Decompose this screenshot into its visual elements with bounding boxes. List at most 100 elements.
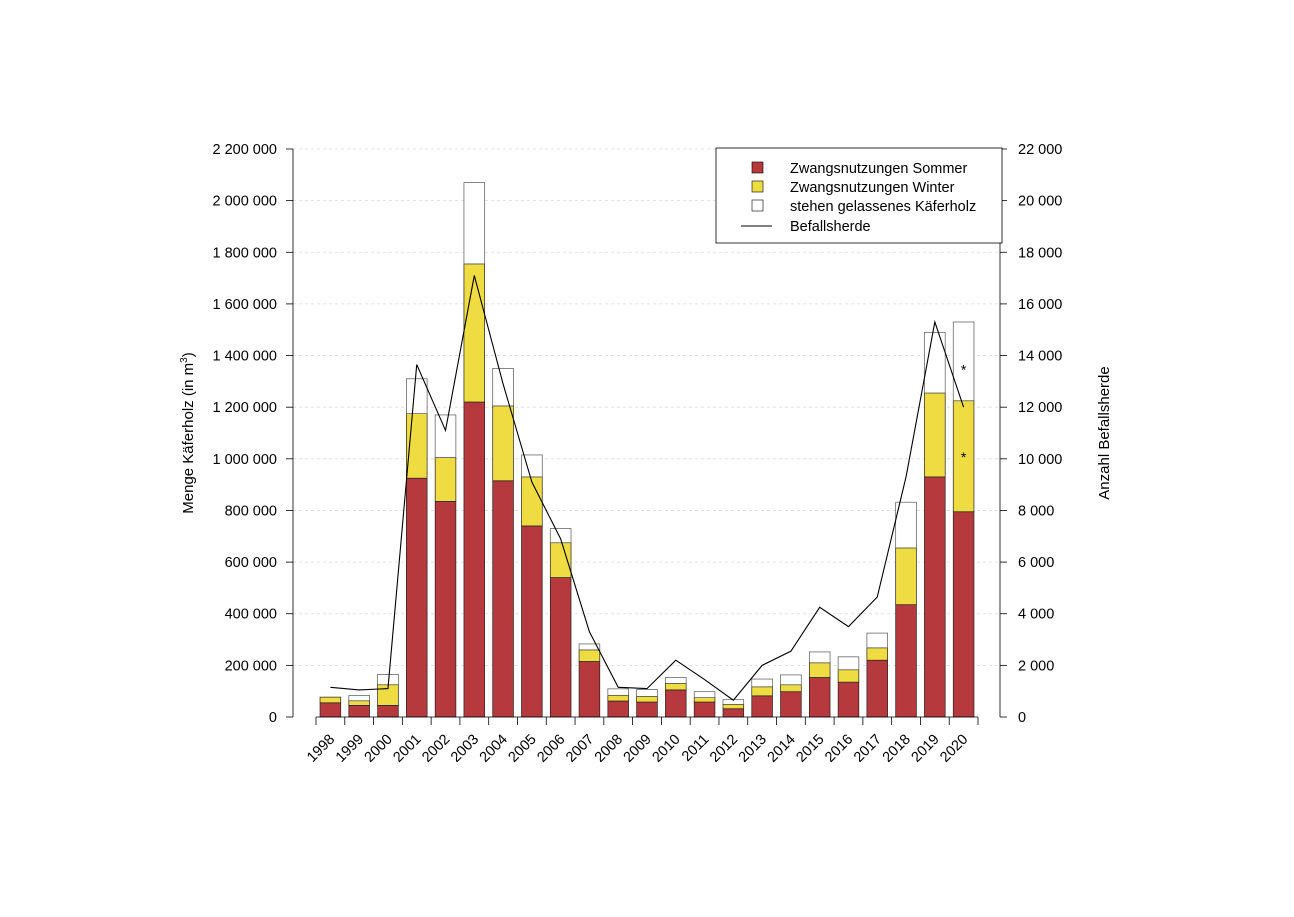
- bar-segment-sommer: [406, 477, 428, 718]
- bar-segment-stehen: [895, 501, 917, 549]
- y-tick-label: 2 000 000: [212, 194, 277, 210]
- y-tick-label: 0: [269, 710, 277, 726]
- y2-tick-label: 8 000: [1018, 503, 1054, 519]
- bar-segment-sommer: [722, 708, 745, 718]
- x-tick-label: 2016: [822, 732, 856, 766]
- x-tick-label: 2015: [793, 732, 827, 766]
- befallsherde-line-layer: [330, 275, 965, 701]
- x-tick-label: 2013: [736, 732, 770, 766]
- bar-segment-sommer: [693, 701, 716, 718]
- y2-tick-label: 0: [1018, 710, 1026, 726]
- y2-tick-label: 22 000: [1018, 142, 1062, 158]
- y-axis-title-main: Menge Käferholz (in m: [180, 363, 197, 514]
- bar-segment-sommer: [578, 661, 601, 718]
- bar-segment-sommer: [463, 401, 486, 718]
- x-tick-label: 2006: [534, 732, 568, 766]
- legend-label-winter: Zwangsnutzungen Winter: [790, 180, 955, 196]
- bar-segment-stehen: [492, 368, 514, 407]
- bar-segment-stehen: [348, 695, 370, 702]
- bar-segment-sommer: [665, 689, 687, 718]
- bar-segment-sommer: [636, 701, 658, 718]
- x-tick-label: 2001: [390, 732, 424, 766]
- legend: Zwangsnutzungen Sommer Zwangsnutzungen W…: [715, 147, 1003, 244]
- x-tick-label: 2005: [506, 732, 540, 766]
- y2-tick-label: 20 000: [1018, 194, 1062, 210]
- y2-tick-label: 16 000: [1018, 297, 1062, 313]
- y2-tick-label: 18 000: [1018, 245, 1062, 261]
- y-tick-label: 1 400 000: [212, 349, 277, 365]
- bar-segment-winter: [693, 697, 716, 703]
- bar-segment-stehen: [952, 321, 975, 402]
- annotation-asterisk: *: [961, 449, 967, 465]
- legend-label-sommer: Zwangsnutzungen Sommer: [790, 161, 967, 177]
- bar-segment-sommer: [549, 577, 572, 718]
- x-tick-label: 2010: [649, 732, 683, 766]
- y-tick-label: 1 800 000: [212, 245, 277, 261]
- bar-segment-winter: [578, 649, 601, 662]
- bar-segment-winter: [492, 405, 514, 482]
- bar-segment-stehen: [665, 677, 687, 684]
- bar-segment-sommer: [924, 476, 946, 718]
- legend-swatch-stehen: [751, 199, 764, 212]
- bar-segment-winter: [722, 703, 745, 710]
- x-tick-label: 2007: [563, 732, 597, 766]
- bar-segment-sommer: [377, 705, 399, 718]
- y2-tick-label: 10 000: [1018, 452, 1062, 468]
- bar-segment-stehen: [549, 528, 572, 544]
- y-tick-label: 1 000 000: [212, 452, 277, 468]
- bar-segment-stehen: [406, 378, 428, 414]
- x-tick-label: 2019: [909, 732, 943, 766]
- bar-segment-winter: [348, 700, 370, 706]
- x-tick-label: 1998: [304, 732, 338, 766]
- bar-segment-stehen: [780, 674, 802, 686]
- bar-segment-winter: [636, 695, 658, 703]
- y-tick-label: 1 200 000: [212, 400, 277, 416]
- x-tick-label: 2017: [851, 732, 885, 766]
- bar-segment-sommer: [952, 511, 975, 718]
- bar-segment-winter: [780, 684, 802, 693]
- legend-swatch-winter: [751, 180, 764, 193]
- bar-segment-winter: [521, 476, 543, 527]
- y-tick-label: 2 200 000: [212, 142, 277, 158]
- y-tick-label: 1 600 000: [212, 297, 277, 313]
- bar-segment-sommer: [607, 700, 629, 718]
- befallsherde-line: [330, 275, 965, 701]
- x-tick-label: 2009: [621, 732, 655, 766]
- y-tick-label: 200 000: [225, 658, 277, 674]
- bar-segment-sommer: [808, 677, 831, 718]
- bar-stacks: [319, 182, 975, 718]
- x-tick-label: 2004: [477, 732, 511, 766]
- y-axis-title-close: ): [180, 352, 197, 357]
- x-tick-label: 2020: [937, 732, 971, 766]
- annotation-asterisk: *: [961, 361, 967, 377]
- bar-segment-winter: [549, 542, 572, 578]
- y2-tick-label: 4 000: [1018, 607, 1054, 623]
- bar-segment-winter: [837, 669, 860, 683]
- legend-label-stehen: stehen gelassenes Käferholz: [790, 199, 976, 215]
- y-axis-title-sup: 3: [179, 357, 190, 363]
- bar-segment-winter: [808, 662, 831, 678]
- x-tick-label: 1999: [333, 732, 367, 766]
- bar-segment-stehen: [578, 643, 601, 651]
- y-tick-label: 800 000: [225, 503, 277, 519]
- bar-segment-stehen: [434, 414, 457, 458]
- bar-segment-winter: [607, 694, 629, 702]
- y2-tick-label: 6 000: [1018, 555, 1054, 571]
- bar-segment-stehen: [636, 689, 658, 697]
- bar-segment-stehen: [463, 182, 486, 265]
- bar-segment-stehen: [808, 651, 831, 664]
- bar-segment-stehen: [837, 656, 860, 671]
- bar-segment-stehen: [751, 678, 773, 688]
- bar-segment-stehen: [866, 632, 888, 649]
- bar-segment-sommer: [319, 702, 342, 718]
- y-axis-title: Menge Käferholz (in m3): [179, 352, 197, 513]
- bar-segment-stehen: [607, 688, 629, 696]
- bar-segment-sommer: [780, 691, 802, 718]
- bar-segment-sommer: [895, 604, 917, 718]
- bar-segment-winter: [463, 263, 486, 403]
- bar-segment-sommer: [521, 525, 543, 718]
- y-tick-label: 600 000: [225, 555, 277, 571]
- y2-tick-label: 2 000: [1018, 658, 1054, 674]
- bar-segment-winter: [895, 547, 917, 606]
- bar-segment-sommer: [837, 681, 860, 718]
